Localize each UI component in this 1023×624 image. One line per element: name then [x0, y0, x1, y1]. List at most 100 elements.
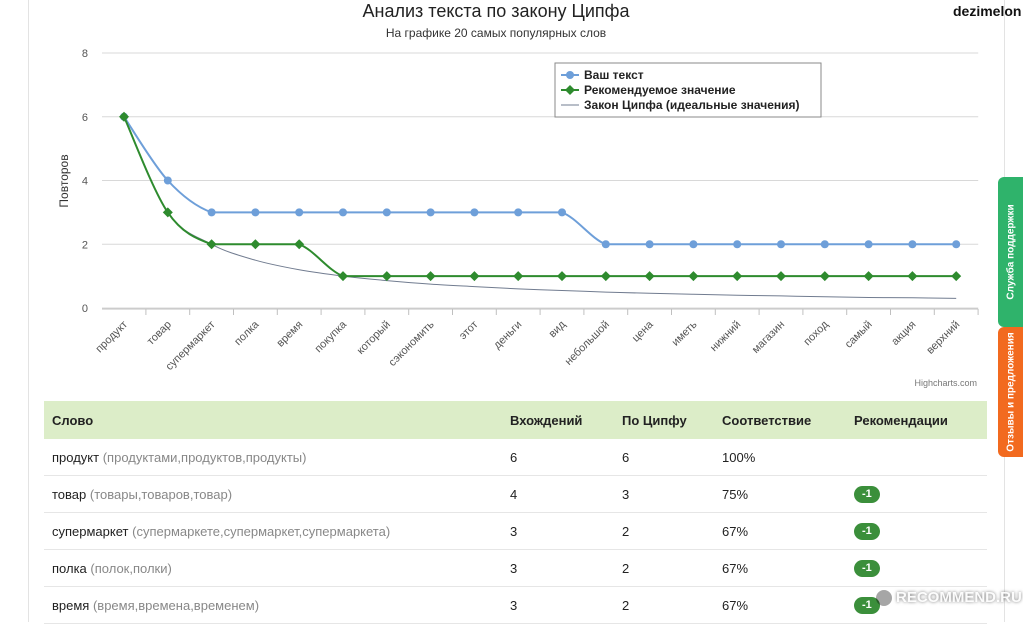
col-header-recommendations[interactable]: Рекомендации — [846, 401, 987, 439]
y-tick-label: 2 — [82, 239, 88, 251]
data-point[interactable] — [251, 208, 260, 217]
data-point[interactable] — [776, 271, 786, 282]
cell-word: время (время,времена,временем) — [44, 586, 502, 624]
data-point[interactable] — [513, 271, 524, 282]
cell-zipf: 3 — [614, 475, 714, 513]
word-forms: (продуктами,продуктов,продукты) — [102, 449, 307, 465]
table-row: товар (товары,товаров,товар) 4 3 75% -1 — [44, 475, 987, 513]
cell-word: товар (товары,товаров,товар) — [44, 475, 502, 513]
username[interactable]: dezimelon — [953, 3, 1022, 19]
support-tab-label: Служба поддержки — [1005, 204, 1016, 300]
legend-item[interactable]: Закон Ципфа (идеальные значения) — [561, 98, 800, 112]
legend-item[interactable]: Ваш текст — [561, 68, 644, 82]
col-header-match[interactable]: Соответствие — [714, 401, 846, 439]
chart-grid — [102, 52, 979, 310]
word-text: продукт — [52, 449, 100, 465]
data-point[interactable] — [558, 208, 566, 217]
cell-recommendation — [846, 439, 987, 476]
x-tick-label: самый — [843, 319, 875, 351]
chart-credits[interactable]: Highcharts.com — [914, 378, 977, 388]
word-text: товар — [52, 486, 87, 502]
x-tick-label: который — [355, 319, 393, 357]
y-axis-ticks: 0 2 4 6 8 — [82, 48, 88, 315]
y-tick-label: 6 — [82, 112, 88, 124]
data-point[interactable] — [295, 208, 304, 217]
data-point[interactable] — [207, 208, 216, 217]
data-point[interactable] — [382, 208, 391, 217]
recommendation-badge[interactable]: -1 — [854, 486, 880, 503]
word-text: время — [52, 597, 90, 613]
data-point[interactable] — [469, 271, 480, 282]
x-tick-label: иметь — [670, 318, 700, 348]
recommendation-badge[interactable]: -1 — [854, 560, 880, 577]
data-point[interactable] — [820, 240, 829, 249]
cell-zipf: 2 — [614, 512, 714, 550]
data-point[interactable] — [732, 271, 743, 282]
chart-title: Анализ текста по закону Ципфа — [363, 1, 631, 21]
data-point[interactable] — [339, 208, 347, 217]
x-tick-label: магазин — [750, 319, 787, 356]
legend-label: Ваш текст — [584, 68, 644, 82]
data-point[interactable] — [908, 240, 917, 249]
data-point[interactable] — [689, 240, 698, 249]
data-point[interactable] — [688, 271, 699, 282]
legend-item[interactable]: Рекомендуемое значение — [561, 83, 736, 97]
data-point[interactable] — [644, 271, 655, 282]
data-point[interactable] — [425, 271, 436, 282]
data-point[interactable] — [119, 111, 129, 122]
data-point[interactable] — [162, 207, 173, 218]
data-point[interactable] — [470, 208, 479, 217]
data-point[interactable] — [163, 176, 172, 185]
cell-match: 67% — [714, 512, 846, 550]
recommendation-badge[interactable]: -1 — [854, 523, 880, 540]
x-tick-label: акция — [889, 319, 918, 348]
legend-label: Закон Ципфа (идеальные значения) — [584, 98, 800, 112]
data-point[interactable] — [381, 271, 392, 282]
cell-word: продукт (продуктами,продуктов,продукты) — [44, 439, 502, 476]
feedback-tab[interactable]: Отзывы и предложения — [998, 327, 1023, 457]
data-point[interactable] — [601, 240, 610, 249]
x-tick-label: поход — [801, 318, 831, 348]
col-header-occurrences[interactable]: Вхождений — [502, 401, 614, 439]
data-point[interactable] — [863, 271, 874, 282]
y-tick-label: 4 — [82, 176, 88, 188]
data-point[interactable] — [952, 240, 961, 249]
data-point[interactable] — [907, 271, 918, 282]
data-point[interactable] — [777, 240, 785, 249]
legend-label: Рекомендуемое значение — [584, 83, 736, 97]
data-point[interactable] — [426, 208, 435, 217]
col-header-zipf[interactable]: По Ципфу — [614, 401, 714, 439]
data-point[interactable] — [733, 240, 742, 249]
col-header-word[interactable]: Слово — [44, 401, 502, 439]
data-point[interactable] — [338, 271, 348, 282]
cell-recommendation: -1 — [846, 549, 987, 587]
data-point[interactable] — [514, 208, 523, 217]
data-point[interactable] — [819, 271, 830, 282]
y-tick-label: 0 — [82, 303, 88, 315]
recommendation-badge[interactable]: -1 — [854, 597, 880, 614]
data-point[interactable] — [557, 271, 567, 282]
data-point[interactable] — [951, 271, 962, 282]
table-row: супермаркет (супермаркете,супермаркет,су… — [44, 512, 987, 550]
legend-marker — [566, 71, 574, 79]
support-tab[interactable]: Служба поддержки — [998, 177, 1023, 327]
data-point[interactable] — [645, 240, 654, 249]
data-point[interactable] — [294, 239, 305, 250]
legend-marker — [565, 85, 575, 95]
x-tick-label: продукт — [93, 319, 130, 356]
series-1 — [120, 112, 961, 249]
series-2 — [119, 111, 962, 282]
cell-occurrences: 6 — [502, 439, 614, 476]
table-row: время (время,времена,временем) 3 2 67% -1 — [44, 586, 987, 624]
cell-recommendation: -1 — [846, 475, 987, 513]
x-tick-label: верхний — [924, 319, 962, 357]
data-point[interactable] — [206, 239, 217, 250]
cell-recommendation: -1 — [846, 512, 987, 550]
cell-zipf: 2 — [614, 586, 714, 624]
cell-match: 75% — [714, 475, 846, 513]
data-point[interactable] — [250, 239, 261, 250]
data-point[interactable] — [864, 240, 873, 249]
data-point[interactable] — [600, 271, 611, 282]
x-tick-label: вид — [547, 318, 569, 340]
